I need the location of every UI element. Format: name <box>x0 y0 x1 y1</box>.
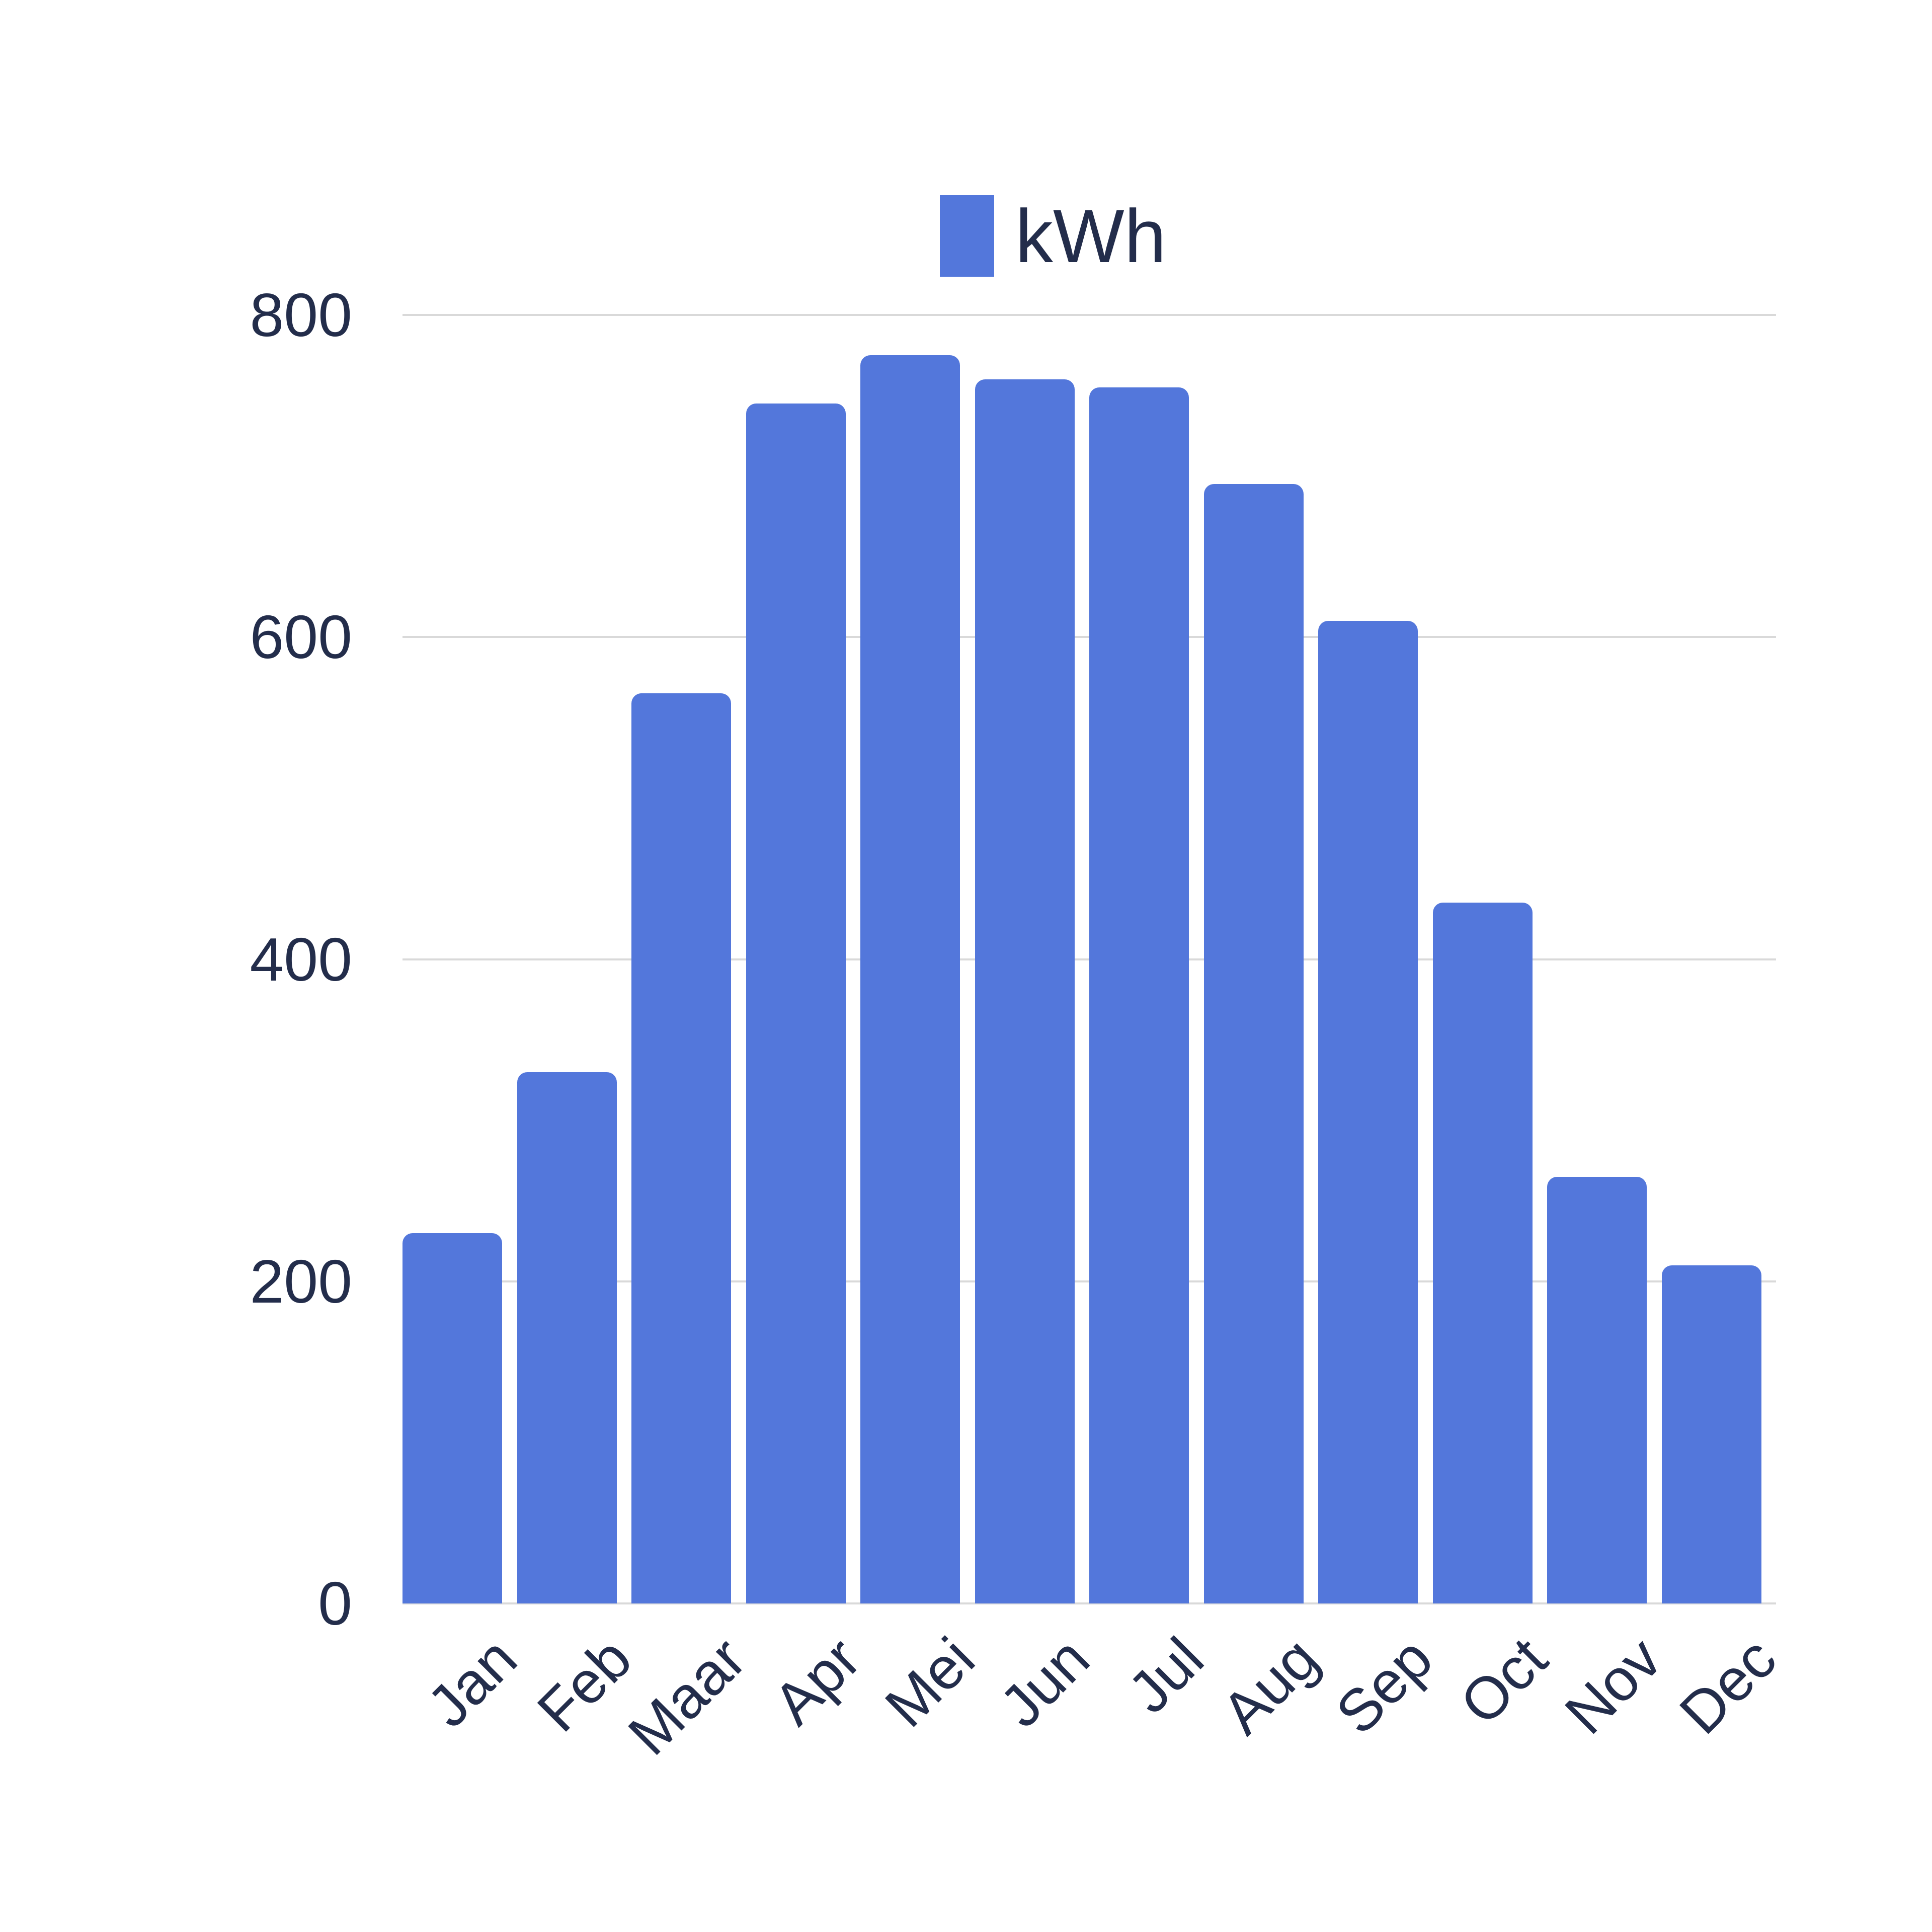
bar-apr[interactable] <box>746 404 846 1603</box>
gridline-0 <box>403 1602 1776 1604</box>
bar-oct[interactable] <box>1433 903 1533 1603</box>
bar-mei[interactable] <box>860 355 960 1603</box>
y-axis-tick-label-800: 800 <box>250 281 352 349</box>
bar-sep[interactable] <box>1318 621 1418 1603</box>
bar-maar[interactable] <box>631 693 731 1603</box>
bar-aug[interactable] <box>1204 484 1304 1603</box>
bar-jan[interactable] <box>403 1233 502 1603</box>
bar-feb[interactable] <box>517 1072 617 1603</box>
bar-jun[interactable] <box>975 379 1075 1603</box>
chart-legend: kWh <box>940 195 1166 277</box>
bar-jul[interactable] <box>1089 387 1189 1603</box>
legend-series-label: kWh <box>1015 194 1166 278</box>
legend-color-swatch <box>940 195 994 277</box>
y-axis-tick-label-200: 200 <box>250 1247 352 1316</box>
y-axis-tick-label-600: 600 <box>250 603 352 672</box>
gridline-800 <box>403 314 1776 316</box>
y-axis-tick-label-0: 0 <box>318 1569 352 1638</box>
bar-dec[interactable] <box>1662 1265 1761 1603</box>
y-axis-tick-label-400: 400 <box>250 925 352 994</box>
bar-nov[interactable] <box>1547 1177 1647 1603</box>
